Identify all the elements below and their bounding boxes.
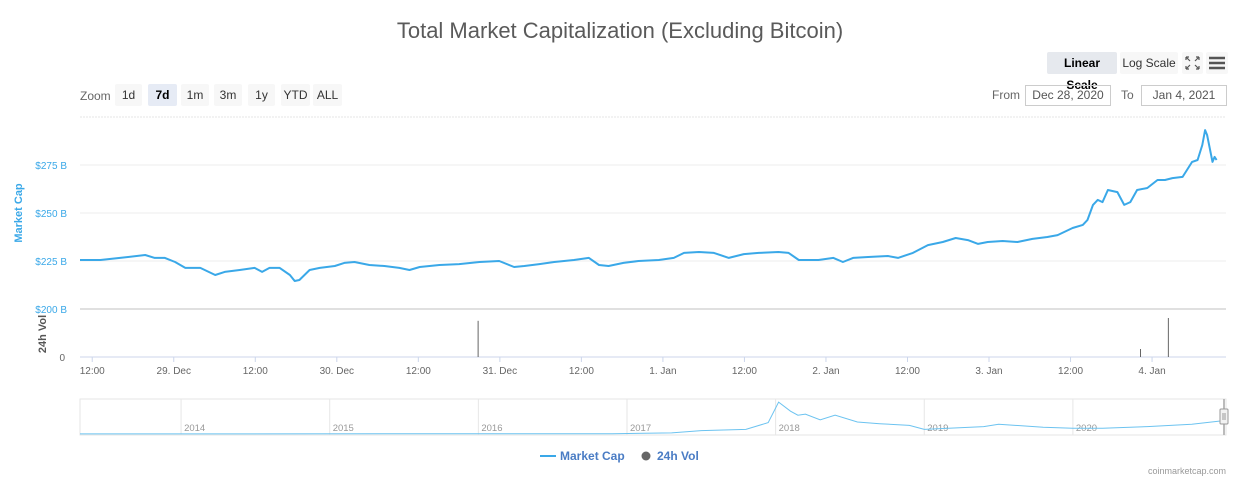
navigator[interactable]: 2014 2015 2016 2017 2018 2019 2020 xyxy=(79,398,1229,436)
log-scale-button[interactable]: Log Scale xyxy=(1120,52,1178,74)
credit-text[interactable]: coinmarketcap.com xyxy=(1148,466,1226,476)
navigator-frame xyxy=(79,398,1227,436)
market-cap-line xyxy=(80,129,1218,282)
navigator-year-label: 2018 xyxy=(779,423,800,434)
volume-axis-title: 24h Vol xyxy=(37,315,49,353)
chart-menu-button[interactable] xyxy=(1206,52,1228,74)
x-tick-label: 12:00 xyxy=(569,366,594,377)
x-tick-label: 3. Jan xyxy=(975,366,1002,377)
navigator-year-label: 2014 xyxy=(184,423,205,434)
x-tick-label: 4. Jan xyxy=(1138,366,1165,377)
handle-grip-icon xyxy=(1222,413,1226,420)
x-tick-label: 12:00 xyxy=(895,366,920,377)
volume-legend-icon xyxy=(641,451,651,461)
y-tick-label: $200 B xyxy=(35,305,67,316)
x-tick-label: 1. Jan xyxy=(649,366,676,377)
x-tick-label: 30. Dec xyxy=(320,366,354,377)
y-tick-label: $225 B xyxy=(35,257,67,268)
navigator-year-label: 2017 xyxy=(630,423,651,434)
legend-label: 24h Vol xyxy=(657,449,699,463)
x-tick-label: 12:00 xyxy=(243,366,268,377)
x-tick-label: 12:00 xyxy=(732,366,757,377)
x-tick-label: 12:00 xyxy=(80,366,105,377)
legend-volume[interactable]: 24h Vol xyxy=(641,449,699,463)
navigator-year-label: 2015 xyxy=(333,423,354,434)
legend-label: Market Cap xyxy=(560,449,625,463)
x-tick-label: 31. Dec xyxy=(483,366,517,377)
expand-arrows-icon xyxy=(1185,56,1200,70)
zoom-label: Zoom xyxy=(80,89,111,103)
zoom-button-7d[interactable]: 7d xyxy=(148,84,177,106)
y-axis-title: Market Cap xyxy=(13,183,25,243)
navigator-handle[interactable] xyxy=(1219,408,1229,425)
x-tick-label: 2. Jan xyxy=(812,366,839,377)
zoom-button-ytd[interactable]: YTD xyxy=(281,84,310,106)
to-label: To xyxy=(1121,88,1134,102)
legend-market-cap[interactable]: Market Cap xyxy=(540,449,625,463)
chart-title: Total Market Capitalization (Excluding B… xyxy=(396,18,844,43)
navigator-line xyxy=(79,401,1222,435)
y-tick-label: $250 B xyxy=(35,209,67,220)
to-date-input[interactable]: Jan 4, 2021 xyxy=(1141,85,1227,106)
zoom-button-3m[interactable]: 3m xyxy=(214,84,242,106)
hamburger-menu-icon xyxy=(1209,56,1225,70)
y-tick-label: $275 B xyxy=(35,161,67,172)
zoom-button-1m[interactable]: 1m xyxy=(181,84,209,106)
zoom-button-1d[interactable]: 1d xyxy=(115,84,142,106)
x-tick-label: 12:00 xyxy=(1058,366,1083,377)
navigator-year-label: 2016 xyxy=(481,423,502,434)
zoom-button-1y[interactable]: 1y xyxy=(248,84,275,106)
volume-tick-0: 0 xyxy=(59,353,65,364)
x-tick-label: 29. Dec xyxy=(157,366,191,377)
x-tick-label: 12:00 xyxy=(406,366,431,377)
from-label: From xyxy=(992,88,1020,102)
from-date-input[interactable]: Dec 28, 2020 xyxy=(1025,85,1111,106)
fullscreen-button[interactable] xyxy=(1182,52,1203,74)
zoom-button-all[interactable]: ALL xyxy=(313,84,342,106)
